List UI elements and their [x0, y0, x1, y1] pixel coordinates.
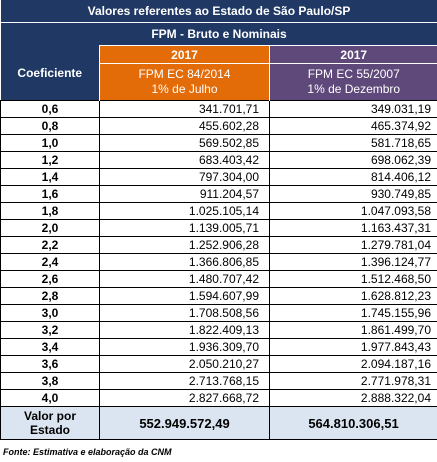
coef-cell: 4,0 [0, 389, 100, 407]
table-row: 3,4 1.936.309,70 1.977.843,43 [0, 338, 437, 356]
coef-cell: 2,2 [0, 236, 100, 254]
total-row: Valor por Estado 552.949.572,49 564.810.… [0, 406, 437, 440]
value-ec55-cell: 814.406,12 [269, 168, 437, 186]
value-ec84-cell: 1.366.806,85 [99, 253, 270, 271]
table-title: Valores referentes ao Estado de São Paul… [0, 0, 437, 23]
coef-cell: 3,0 [0, 304, 100, 322]
column-header-ec55: FPM EC 55/2007 1% de Dezembro [269, 63, 437, 101]
total-ec55-cell: 564.810.306,51 [269, 406, 437, 440]
table-row: 1,0 569.502,85 581.718,65 [0, 134, 437, 152]
coef-cell: 1,8 [0, 202, 100, 220]
table-row: 3,2 1.822.409,13 1.861.499,70 [0, 321, 437, 339]
value-ec84-cell: 1.936.309,70 [99, 338, 270, 356]
value-ec55-cell: 2.771.978,31 [269, 372, 437, 390]
value-ec84-cell: 455.602,28 [99, 117, 270, 135]
value-ec55-cell: 1.396.124,77 [269, 253, 437, 271]
value-ec55-cell: 349.031,19 [269, 100, 437, 118]
value-ec55-cell: 581.718,65 [269, 134, 437, 152]
value-ec84-cell: 341.701,71 [99, 100, 270, 118]
year-header-ec55: 2017 [269, 45, 437, 64]
total-label-line2: Estado [29, 423, 70, 437]
value-ec84-cell: 2.713.768,15 [99, 372, 270, 390]
value-ec55-cell: 930.749,85 [269, 185, 437, 203]
value-ec55-cell: 2.888.322,04 [269, 389, 437, 407]
coef-cell: 3,8 [0, 372, 100, 390]
value-ec84-cell: 1.822.409,13 [99, 321, 270, 339]
value-ec84-cell: 1.708.508,56 [99, 304, 270, 322]
coef-cell: 1,2 [0, 151, 100, 169]
coef-cell: 0,6 [0, 100, 100, 118]
value-ec55-cell: 1.279.781,04 [269, 236, 437, 254]
fpm-table: Valores referentes ao Estado de São Paul… [0, 0, 437, 440]
table-row: 1,4 797.304,00 814.406,12 [0, 168, 437, 186]
value-ec84-cell: 1.480.707,42 [99, 270, 270, 288]
table-row: 2,4 1.366.806,85 1.396.124,77 [0, 253, 437, 271]
source-note: Fonte: Estimativa e elaboração da CNM [3, 447, 172, 457]
table-row: 3,0 1.708.508,56 1.745.155,96 [0, 304, 437, 322]
table-row: 1,8 1.025.105,14 1.047.093,58 [0, 202, 437, 220]
table-row: 1,6 911.204,57 930.749,85 [0, 185, 437, 203]
coef-cell: 0,8 [0, 117, 100, 135]
year-header-ec84: 2017 [99, 45, 270, 64]
table-row: 2,0 1.139.005,71 1.163.437,31 [0, 219, 437, 237]
coef-cell: 2,0 [0, 219, 100, 237]
value-ec55-cell: 1.745.155,96 [269, 304, 437, 322]
value-ec55-cell: 1.977.843,43 [269, 338, 437, 356]
total-label-line1: Valor por [23, 409, 76, 423]
coeficiente-header: Coeficiente [0, 45, 100, 101]
value-ec84-cell: 569.502,85 [99, 134, 270, 152]
coef-cell: 2,6 [0, 270, 100, 288]
value-ec55-cell: 698.062,39 [269, 151, 437, 169]
value-ec55-cell: 1.047.093,58 [269, 202, 437, 220]
value-ec55-cell: 2.094.187,16 [269, 355, 437, 373]
value-ec55-cell: 1.512.468,50 [269, 270, 437, 288]
coef-cell: 1,4 [0, 168, 100, 186]
coef-cell: 3,2 [0, 321, 100, 339]
table-row: 3,8 2.713.768,15 2.771.978,31 [0, 372, 437, 390]
value-ec84-cell: 1.594.607,99 [99, 287, 270, 305]
value-ec84-cell: 911.204,57 [99, 185, 270, 203]
value-ec84-cell: 1.025.105,14 [99, 202, 270, 220]
table-row: 2,6 1.480.707,42 1.512.468,50 [0, 270, 437, 288]
coef-cell: 2,4 [0, 253, 100, 271]
coef-cell: 1,0 [0, 134, 100, 152]
table-subtitle: FPM - Bruto e Nominais [0, 22, 437, 46]
total-label: Valor por Estado [0, 406, 100, 440]
value-ec84-cell: 797.304,00 [99, 168, 270, 186]
value-ec84-cell: 2.050.210,27 [99, 355, 270, 373]
value-ec55-cell: 1.628.812,23 [269, 287, 437, 305]
column-header-ec84: FPM EC 84/2014 1% de Julho [99, 63, 270, 101]
table-row: 2,2 1.252.906,28 1.279.781,04 [0, 236, 437, 254]
column-header-ec84-line1: FPM EC 84/2014 [138, 67, 231, 81]
column-header-ec55-line1: FPM EC 55/2007 [307, 67, 400, 81]
value-ec55-cell: 1.861.499,70 [269, 321, 437, 339]
value-ec84-cell: 2.827.668,72 [99, 389, 270, 407]
column-header-ec55-line2: 1% de Dezembro [307, 82, 401, 96]
value-ec84-cell: 683.403,42 [99, 151, 270, 169]
value-ec55-cell: 1.163.437,31 [269, 219, 437, 237]
table-row: 2,8 1.594.607,99 1.628.812,23 [0, 287, 437, 305]
value-ec84-cell: 1.252.906,28 [99, 236, 270, 254]
column-header-ec84-line2: 1% de Julho [151, 82, 218, 96]
table-row: 0,8 455.602,28 465.374,92 [0, 117, 437, 135]
table-row: 3,6 2.050.210,27 2.094.187,16 [0, 355, 437, 373]
table-row: 1,2 683.403,42 698.062,39 [0, 151, 437, 169]
table-row: 0,6 341.701,71 349.031,19 [0, 100, 437, 118]
value-ec84-cell: 1.139.005,71 [99, 219, 270, 237]
table-row: 4,0 2.827.668,72 2.888.322,04 [0, 389, 437, 407]
total-ec84-cell: 552.949.572,49 [99, 406, 270, 440]
coef-cell: 1,6 [0, 185, 100, 203]
value-ec55-cell: 465.374,92 [269, 117, 437, 135]
coef-cell: 2,8 [0, 287, 100, 305]
coef-cell: 3,6 [0, 355, 100, 373]
coef-cell: 3,4 [0, 338, 100, 356]
